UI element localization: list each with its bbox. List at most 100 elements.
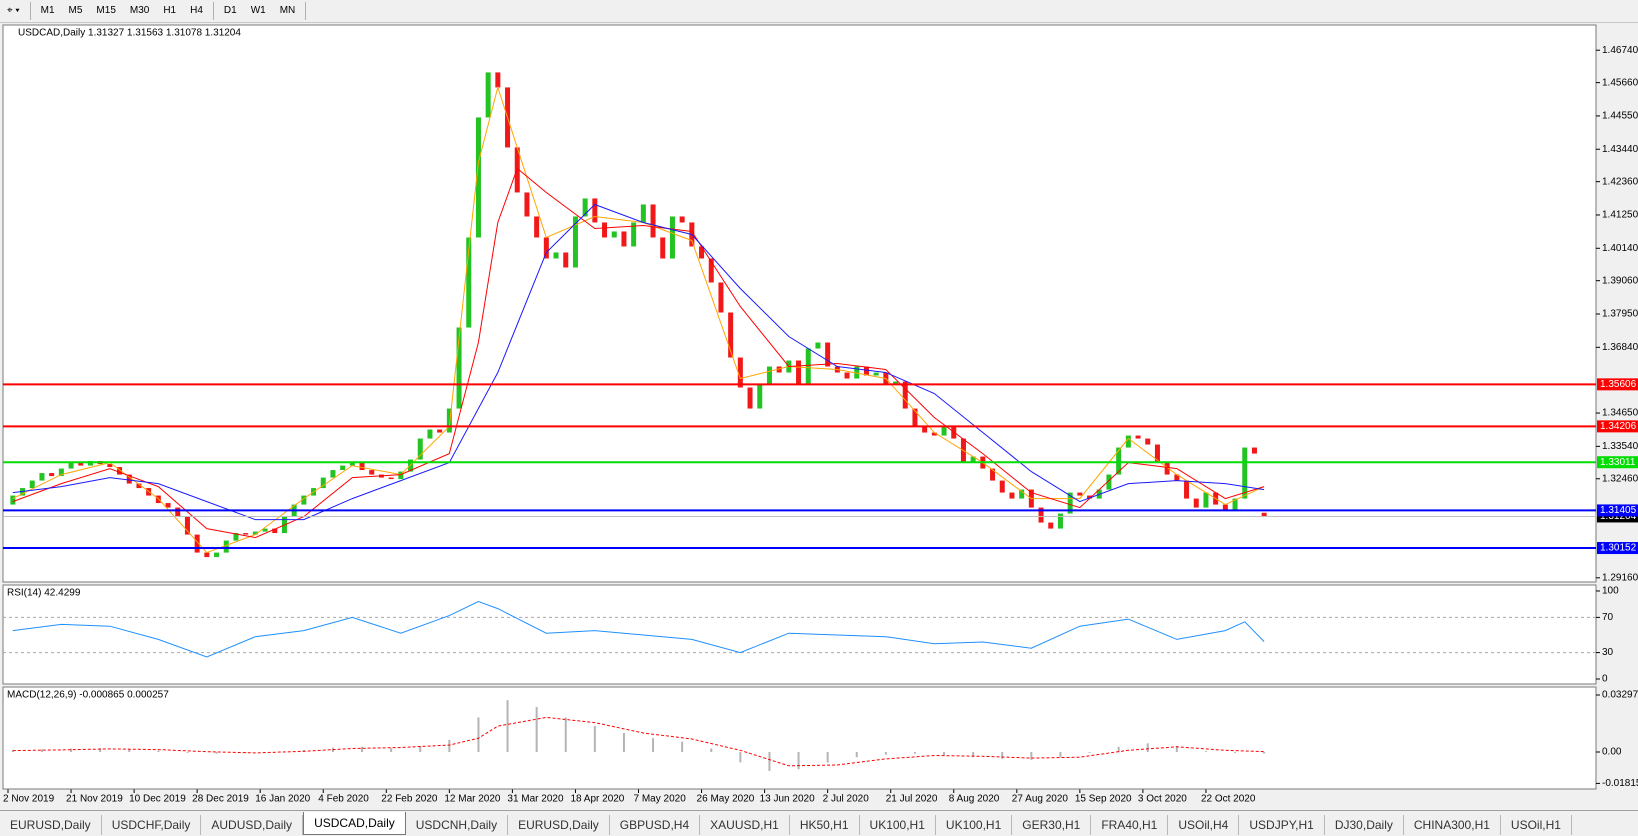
chart-tab[interactable]: XAUUSD,H1 [700,815,790,835]
indicator-line [12,716,1265,767]
chart-tab[interactable]: GBPUSD,H4 [610,815,701,835]
candle [117,467,123,475]
x-tick-label: 22 Oct 2020 [1201,794,1256,805]
candle [446,408,452,433]
candle [669,216,675,259]
y-tick-label: 1.34650 [1602,408,1638,419]
chart-tab[interactable]: UK100,H1 [936,815,1013,835]
candle [475,117,481,238]
candle [543,237,549,259]
y-tick-label: 1.45660 [1602,77,1638,88]
candle [708,258,714,283]
y-tick-label: 0 [1602,674,1608,685]
candle [1106,474,1112,490]
panel-title: RSI(14) 42.4299 [7,588,81,599]
candle [495,72,501,88]
y-tick-label: 1.39060 [1602,275,1638,286]
timeframe-button[interactable]: M5 [68,5,83,16]
x-tick-label: 2 Jul 2020 [823,794,870,805]
x-tick-label: 10 Dec 2019 [129,794,186,805]
chart-tab[interactable]: USDCNH,Daily [406,815,509,835]
candle [796,360,802,385]
timeframe-button[interactable]: D1 [223,5,237,16]
candle [1174,474,1180,481]
candle [640,204,646,223]
y-tick-label: 1.42360 [1602,176,1638,187]
y-tick-label: 30 [1602,647,1614,658]
candle [107,464,113,468]
candle [1048,522,1054,529]
candle [1251,447,1257,454]
timeframe-button[interactable]: M15 [96,5,116,16]
timeframe-button[interactable]: M30 [129,5,150,16]
separator [29,2,31,20]
candle [931,432,937,436]
candle [1261,512,1267,517]
level-label: 1.35606 [1600,379,1637,390]
y-tick-label: 1.36840 [1602,342,1638,353]
candle [553,252,559,259]
chart-tab[interactable]: EURUSD,Daily [508,815,610,835]
candle [863,366,869,376]
timeframe-button[interactable]: M1 [40,5,55,16]
chart-tab[interactable]: USDJPY,H1 [1239,815,1325,835]
candle [825,342,831,367]
chart-tab[interactable]: AUDUSD,Daily [201,815,304,835]
chart-tab[interactable]: DJ30,Daily [1325,815,1404,835]
candle [388,477,394,480]
timeframe-button[interactable]: MN [279,5,296,16]
level-label: 1.34206 [1600,421,1637,432]
level-label-box [1597,504,1638,517]
separator [212,2,214,20]
cursor-tool[interactable]: ⌖ ▾ [7,5,20,16]
last-price-box [1597,510,1638,523]
chart-tab[interactable]: EURUSD,Daily [0,815,102,835]
chart-tab[interactable]: FRA40,H1 [1091,815,1169,835]
candle [1038,507,1044,523]
chart-tab[interactable]: USDCHF,Daily [102,815,202,835]
candle [776,366,782,373]
candle [650,204,656,238]
x-tick-label: 13 Jun 2020 [760,794,815,805]
chart-tab[interactable]: USDCAD,Daily [303,812,406,835]
candle [359,462,365,471]
candle [1057,513,1063,529]
candle [456,327,462,409]
candle [49,473,55,477]
candle [427,429,433,439]
x-tick-label: 7 May 2020 [634,794,687,805]
panel-frame [2,686,1597,790]
timeframe-button[interactable]: W1 [250,5,266,16]
candle [252,531,258,535]
chart-tab[interactable]: USOil,H4 [1168,815,1240,835]
candle [184,516,190,535]
candle [417,438,423,460]
candle [165,503,171,508]
chart-tab[interactable]: HK50,H1 [790,815,860,835]
y-tick-label: 1.43440 [1602,144,1638,155]
timeframe-button[interactable]: H1 [163,5,177,16]
candle [1019,489,1025,499]
timeframe-button[interactable]: H4 [190,5,203,16]
y-tick-label: -0.018154 [1602,778,1638,789]
x-tick-label: 4 Feb 2020 [318,794,369,805]
level-label: 1.30152 [1600,543,1637,554]
plot [3,600,1596,658]
chart-tab[interactable]: UK100,H1 [860,815,936,835]
candle [699,246,705,259]
candle [912,408,918,427]
candle [1232,498,1238,511]
candle [718,282,724,313]
candle [214,552,220,558]
candle [437,429,443,433]
x-tick-label: 28 Dec 2019 [192,794,249,805]
chart-tab[interactable]: USOil,H1 [1501,815,1572,835]
chart-tab[interactable]: CHINA300,H1 [1404,815,1501,835]
x-tick-label: 26 May 2020 [697,794,755,805]
candle [815,342,821,349]
candle [1154,444,1160,463]
chart-tab[interactable]: GER30,H1 [1012,815,1092,835]
candle [611,231,617,238]
candle [922,426,928,433]
candle [766,366,772,385]
